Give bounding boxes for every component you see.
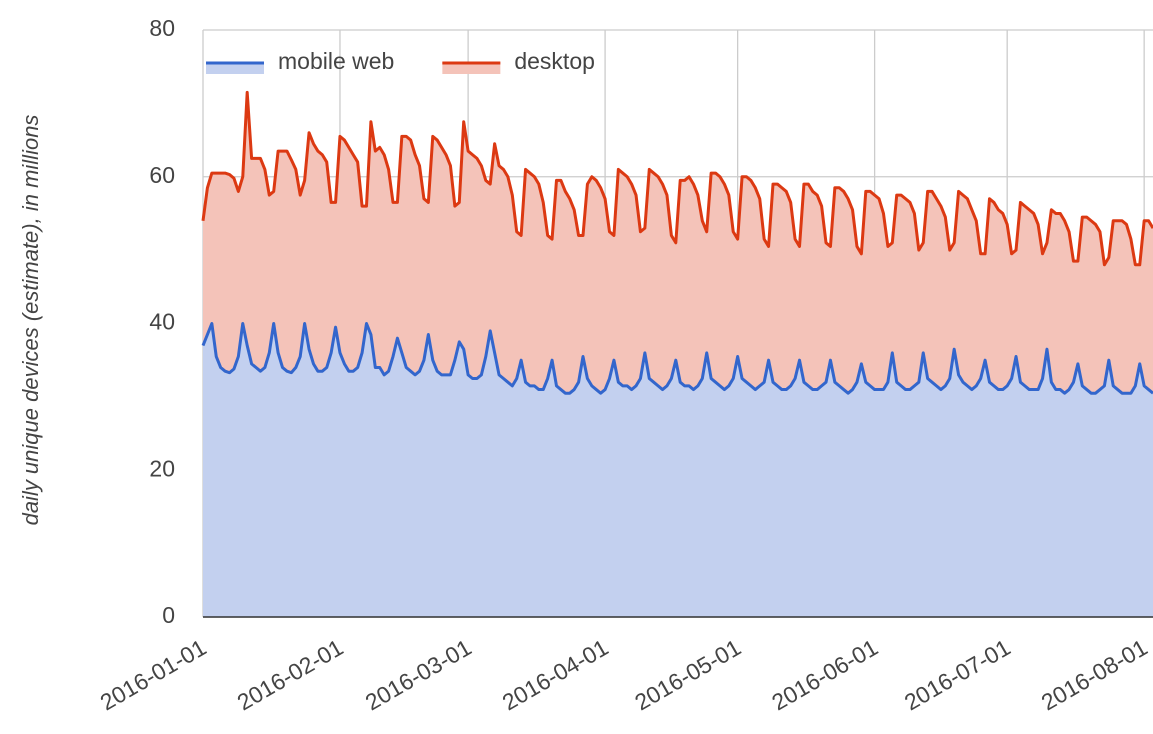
legend-swatch [442,62,501,74]
x-tick-label: 2016-03-01 [361,634,476,715]
line [201,322,1153,395]
area [203,323,1153,617]
legend-label: desktop [514,48,595,74]
x-tick-label: 2016-07-01 [900,634,1015,715]
x-tick-label: 2016-01-01 [96,634,211,715]
line [201,90,1153,267]
x-tick-label: 2016-08-01 [1037,634,1152,715]
y-axis-label: daily unique devices (estimate), in mill… [18,115,43,526]
y-tick-label: 60 [149,162,175,188]
plot [203,92,1153,617]
x-tick-label: 2016-05-01 [630,634,745,715]
y-tick-label: 20 [149,455,175,481]
x-tick-label: 2016-04-01 [498,634,613,715]
legend-label: mobile web [278,48,394,74]
y-tick-label: 80 [149,15,175,41]
y-tick-label: 0 [162,602,175,628]
x-tick-label: 2016-06-01 [767,634,882,715]
area [203,92,1153,394]
legend-swatch [206,62,264,74]
x-tick-label: 2016-02-01 [233,634,348,715]
y-tick-label: 40 [149,309,175,335]
